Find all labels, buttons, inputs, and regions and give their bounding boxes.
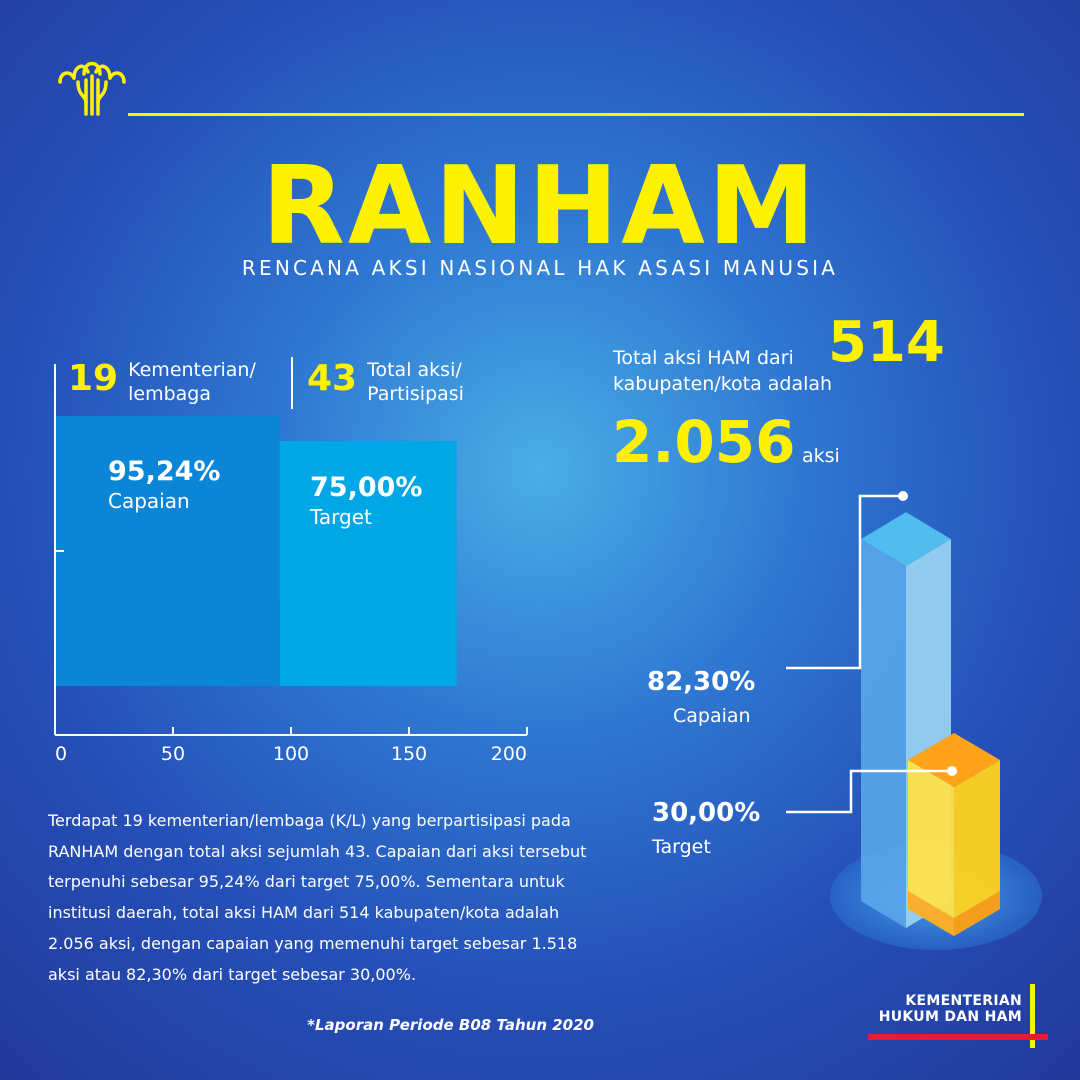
regency-count: 514	[828, 310, 945, 375]
bar-target-text: 75,00% Target	[310, 472, 422, 530]
x-tick-label: 200	[491, 743, 527, 765]
iso-target-category-label: Target	[652, 836, 711, 858]
bar-target-value-label: 75,00%	[310, 472, 423, 503]
regency-total-line2: kabupaten/kota adalah	[613, 373, 833, 395]
stat-actions: 43 Total aksi/Partisipasi	[307, 356, 464, 406]
ministry-red-bar	[868, 1034, 1048, 1040]
iso-bar-target-top-face	[908, 733, 1000, 787]
iso-capaian-value-label: 82,30%	[647, 667, 756, 697]
x-tick-label: 100	[273, 743, 309, 765]
stat-actions-label-1: Total aksi/	[367, 359, 462, 381]
iso-target-value-label: 30,00%	[652, 798, 761, 828]
iso-bar-target-left-face	[908, 760, 954, 936]
stat-actions-label-2: Partisipasi	[367, 383, 464, 405]
callout-total-dot	[898, 491, 908, 501]
footnote: *Laporan Periode B08 Tahun 2020	[307, 1016, 594, 1034]
stat-divider	[291, 357, 293, 409]
page-subtitle: RENCANA AKSI NASIONAL HAK ASASI MANUSIA	[241, 256, 839, 280]
description-text: Terdapat 19 kementerian/lembaga (K/L) ya…	[48, 811, 587, 984]
iso-bar-capaian-left-face	[861, 539, 906, 928]
stat-ministries: 19 Kementerian/lembaga	[68, 356, 256, 406]
callout-target-line	[786, 769, 952, 814]
bar-capaian-category-label: Capaian	[108, 489, 190, 513]
header-rule	[128, 113, 1024, 116]
stat-ministries-label-1: Kementerian/	[128, 359, 256, 381]
regency-total-unit: aksi	[802, 445, 840, 467]
iso-bar-target-right-face	[954, 760, 1000, 936]
page-title: RANHAM	[261, 144, 819, 269]
ministry-name: KEMENTERIAN HUKUM DAN HAM	[868, 993, 1022, 1025]
stat-ministries-number: 19	[68, 358, 119, 399]
ministry-name-line2: HUKUM DAN HAM	[878, 1009, 1022, 1025]
iso-capaian-category-label: Capaian	[673, 705, 751, 727]
iso-bar-capaian-right-face	[906, 539, 951, 928]
ministry-accent-bar	[1030, 984, 1035, 1048]
iso-bar-capaian-top-face	[861, 512, 951, 567]
callout-lines	[786, 494, 952, 814]
x-tick-label: 0	[55, 743, 67, 765]
regency-total-line1: Total aksi HAM dari	[613, 347, 794, 369]
iso-base-shadow	[830, 842, 1042, 950]
regency-total-actions: 2.056	[612, 408, 796, 476]
iso-bar-target-base-left	[908, 891, 954, 936]
bar-capaian-text: 95,24% Capaian	[108, 456, 220, 514]
ministry-name-line1: KEMENTERIAN	[905, 993, 1022, 1009]
ministry-emblem-icon	[58, 61, 126, 116]
stat-ministries-label-2: lembaga	[128, 383, 211, 405]
bar-target-category-label: Target	[310, 505, 372, 529]
callout-total-line	[786, 494, 903, 670]
callout-target-dot	[947, 766, 957, 776]
iso-bar-target-base-right	[954, 891, 1000, 936]
x-tick-label: 150	[391, 743, 427, 765]
bar-capaian-value-label: 95,24%	[108, 456, 221, 487]
x-tick-label: 50	[161, 743, 185, 765]
stat-actions-number: 43	[307, 358, 358, 399]
